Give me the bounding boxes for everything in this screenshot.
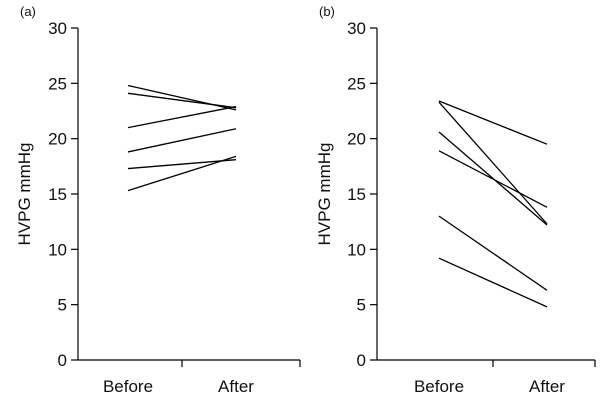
series-line-5: [127, 159, 237, 170]
y-tick-label: 20: [347, 130, 366, 149]
y-tick-label: 25: [48, 74, 67, 93]
panel-label: (b): [319, 4, 335, 19]
series-line-4: [127, 128, 237, 153]
y-tick-label: 5: [357, 296, 366, 315]
series-line-2: [127, 92, 237, 109]
y-axis-title: HVPG mmHg: [15, 143, 34, 246]
series-line-1: [127, 84, 237, 111]
panel-a: (a) 0 5 10 15 20 25 30 Before After HVPG mmHg: [15, 4, 301, 396]
y-tick-label: 0: [58, 351, 67, 370]
series-line-4: [438, 150, 548, 208]
y-tick-label: 0: [357, 351, 366, 370]
y-tick-label: 15: [48, 185, 67, 204]
y-tick-label: 10: [48, 240, 67, 259]
y-tick-label: 30: [48, 19, 67, 38]
series-line-5: [438, 215, 548, 291]
x-category-label: Before: [414, 377, 464, 396]
x-category-label: Before: [103, 377, 153, 396]
y-tick-label: 25: [347, 74, 366, 93]
x-category-label: After: [218, 377, 254, 396]
panel-b: (b) 0 5 10 15 20 25 30 Before After HVPG mmHg: [315, 4, 596, 396]
y-axis-title: HVPG mmHg: [315, 143, 334, 246]
series-line-6: [438, 257, 548, 308]
y-tick-label: 30: [347, 19, 366, 38]
panel-label: (a): [20, 4, 36, 19]
series-line-3: [127, 105, 237, 129]
y-tick-label: 10: [347, 240, 366, 259]
series-line-1: [438, 100, 548, 145]
y-tick-label: 15: [347, 185, 366, 204]
series-line-2: [438, 101, 548, 225]
x-category-label: After: [529, 377, 565, 396]
series-line-6: [127, 155, 237, 192]
y-tick-label: 5: [58, 296, 67, 315]
y-tick-label: 20: [48, 130, 67, 149]
